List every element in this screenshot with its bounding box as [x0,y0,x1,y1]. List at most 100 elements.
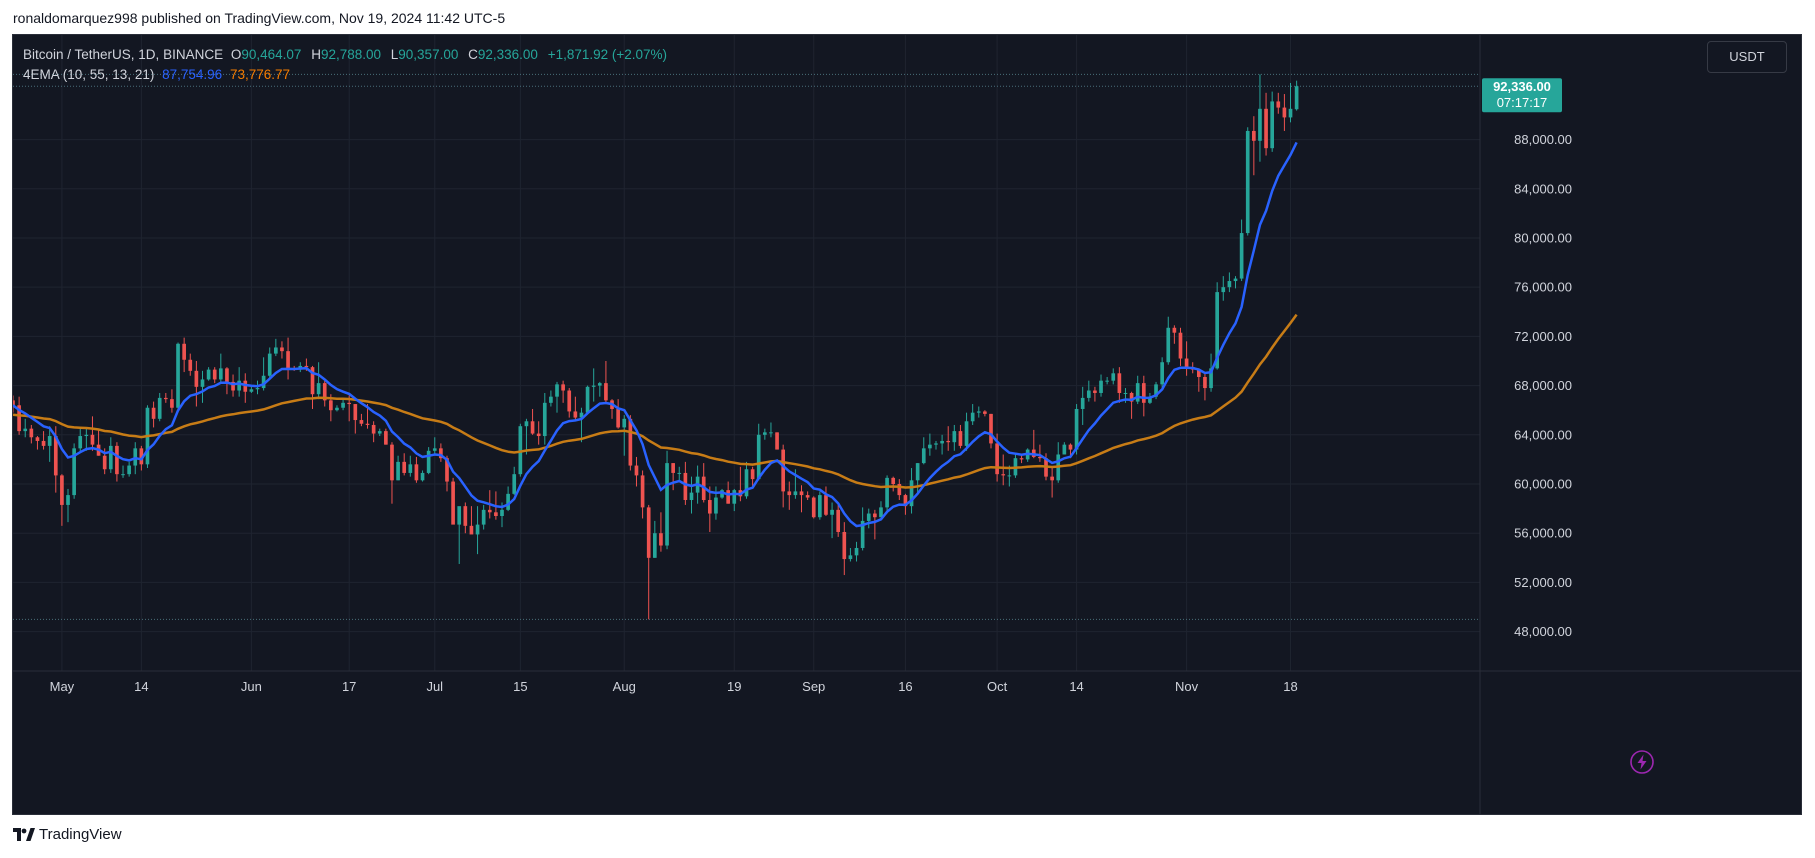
candle-body[interactable] [170,399,174,408]
candle-body[interactable] [714,497,718,514]
candle-body[interactable] [53,436,58,476]
candle-body[interactable] [420,472,425,481]
candle-body[interactable] [377,431,382,434]
candle-body[interactable] [1172,327,1177,333]
candle-body[interactable] [384,431,388,445]
candle-body[interactable] [347,402,352,405]
candle-body[interactable] [946,440,951,443]
candle-body[interactable] [90,434,95,445]
candle-body[interactable] [915,463,920,481]
candle-body[interactable] [1068,444,1073,450]
candle-body[interactable] [139,448,144,465]
candle-body[interactable] [1252,130,1256,141]
candle-body[interactable] [732,490,737,504]
candle-body[interactable] [200,379,205,387]
candle-body[interactable] [445,458,449,482]
candle-body[interactable] [231,381,235,391]
candle-body[interactable] [928,444,932,449]
candle-body[interactable] [1209,368,1213,389]
candle-body[interactable] [873,513,877,518]
candle-body[interactable] [1062,444,1067,455]
candle-body[interactable] [518,426,523,475]
candle-body[interactable] [775,432,779,450]
candle-body[interactable] [707,500,712,514]
candle-body[interactable] [1288,108,1293,118]
candle-body[interactable] [652,533,657,558]
candle-body[interactable] [622,418,627,428]
candle-body[interactable] [475,524,480,535]
candle-body[interactable] [646,507,651,558]
candle-body[interactable] [1105,380,1109,382]
candle-body[interactable] [457,506,462,525]
candle-body[interactable] [989,413,993,444]
candle-body[interactable] [1019,458,1024,460]
candle-body[interactable] [267,353,272,376]
candle-body[interactable] [23,428,28,432]
candle-body[interactable] [1184,358,1189,368]
candle-body[interactable] [512,474,517,494]
candle-body[interactable] [542,402,547,437]
candle-body[interactable] [451,481,455,525]
candle-body[interactable] [1117,373,1122,393]
candle-body[interactable] [879,507,883,518]
lightning-icon[interactable] [1629,749,1655,775]
candle-body[interactable] [671,463,675,473]
candle-body[interactable] [750,469,755,480]
candle-body[interactable] [824,495,828,515]
candle-body[interactable] [249,389,254,392]
candle-body[interactable] [763,432,767,435]
candle-body[interactable] [769,432,773,434]
candle-body[interactable] [1233,278,1238,282]
currency-selector[interactable]: USDT [1707,41,1787,73]
candle-body[interactable] [573,411,578,418]
candle-body[interactable] [830,509,834,515]
candle-body[interactable] [1276,101,1281,108]
candle-body[interactable] [726,490,730,504]
candle-body[interactable] [787,491,792,496]
candle-body[interactable] [13,400,15,406]
candle-body[interactable] [274,347,278,354]
candle-body[interactable] [1141,383,1146,403]
candle-body[interactable] [469,525,474,535]
candle-body[interactable] [432,448,437,451]
candle-body[interactable] [225,368,229,382]
candle-body[interactable] [983,411,987,414]
candle-body[interactable] [1196,369,1201,377]
indicator-name[interactable]: 4EMA (10, 55, 13, 21) [23,67,155,82]
candle-body[interactable] [84,434,89,437]
candle-body[interactable] [359,420,364,424]
candle-body[interactable] [1270,101,1275,149]
candle-body[interactable] [744,469,749,497]
candle-body[interactable] [286,351,290,369]
candle-body[interactable] [353,404,358,421]
candle-body[interactable] [1099,380,1103,393]
candle-body[interactable] [555,384,559,397]
candle-body[interactable] [799,491,804,496]
candle-body[interactable] [995,443,999,475]
candle-body[interactable] [310,367,315,395]
candle-body[interactable] [1160,362,1164,385]
candle-body[interactable] [390,444,394,481]
candle-body[interactable] [1215,292,1219,369]
candle-body[interactable] [66,495,70,505]
candle-body[interactable] [842,531,847,560]
candle-body[interactable] [793,491,798,496]
candle-body[interactable] [683,472,688,501]
candle-body[interactable] [206,369,211,380]
candle-body[interactable] [1203,376,1207,389]
candle-body[interactable] [304,365,309,368]
candle-body[interactable] [720,490,724,498]
candle-body[interactable] [921,448,926,464]
candle-body[interactable] [127,465,131,475]
candle-body[interactable] [1038,456,1042,459]
candle-body[interactable] [549,396,553,403]
candle-body[interactable] [1123,392,1128,394]
candle-body[interactable] [255,388,260,390]
candle-body[interactable] [1294,86,1299,110]
candle-body[interactable] [836,509,841,532]
candle-body[interactable] [665,463,669,546]
candle-body[interactable] [976,411,981,413]
candle-body[interactable] [463,506,468,526]
candle-body[interactable] [934,443,938,445]
candle-body[interactable] [212,369,217,380]
